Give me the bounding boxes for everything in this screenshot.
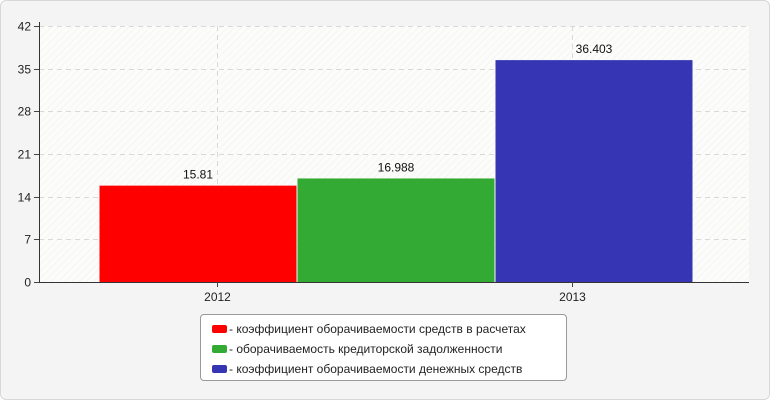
data-label-3: 36.403 (576, 42, 613, 56)
ytick-label-6: 42 (18, 20, 32, 34)
ytick-label-1: 7 (24, 233, 31, 247)
ytick-label-0: 0 (24, 276, 31, 290)
legend-swatch-1 (212, 324, 227, 333)
legend-label-2: - оборачиваемость кредиторской задолженн… (229, 342, 503, 356)
bar-3 (495, 60, 693, 282)
xtick-label-1: 2013 (559, 290, 586, 304)
legend-item-2: - оборачиваемость кредиторской задолженн… (212, 340, 566, 360)
legend-swatch-3 (212, 364, 227, 373)
ytick-label-2: 14 (18, 191, 32, 205)
legend-label-1: - коэффициент оборачиваемости средств в … (229, 322, 526, 336)
ytick-label-4: 28 (18, 105, 32, 119)
legend-item-3: - коэффициент оборачиваемости денежных с… (212, 360, 566, 380)
legend: - коэффициент оборачиваемости средств в … (200, 314, 567, 381)
legend-swatch-2 (212, 344, 227, 353)
legend-item-1: - коэффициент оборачиваемости средств в … (212, 320, 566, 340)
data-label-1: 15.81 (183, 168, 213, 182)
data-label-2: 16.988 (378, 160, 415, 174)
bar-1 (99, 185, 297, 282)
bar-2 (297, 178, 495, 282)
ytick-label-5: 35 (18, 63, 32, 77)
xtick-label-0: 2012 (204, 290, 231, 304)
legend-label-3: - коэффициент оборачиваемости денежных с… (229, 362, 523, 376)
ytick-label-3: 21 (18, 148, 32, 162)
